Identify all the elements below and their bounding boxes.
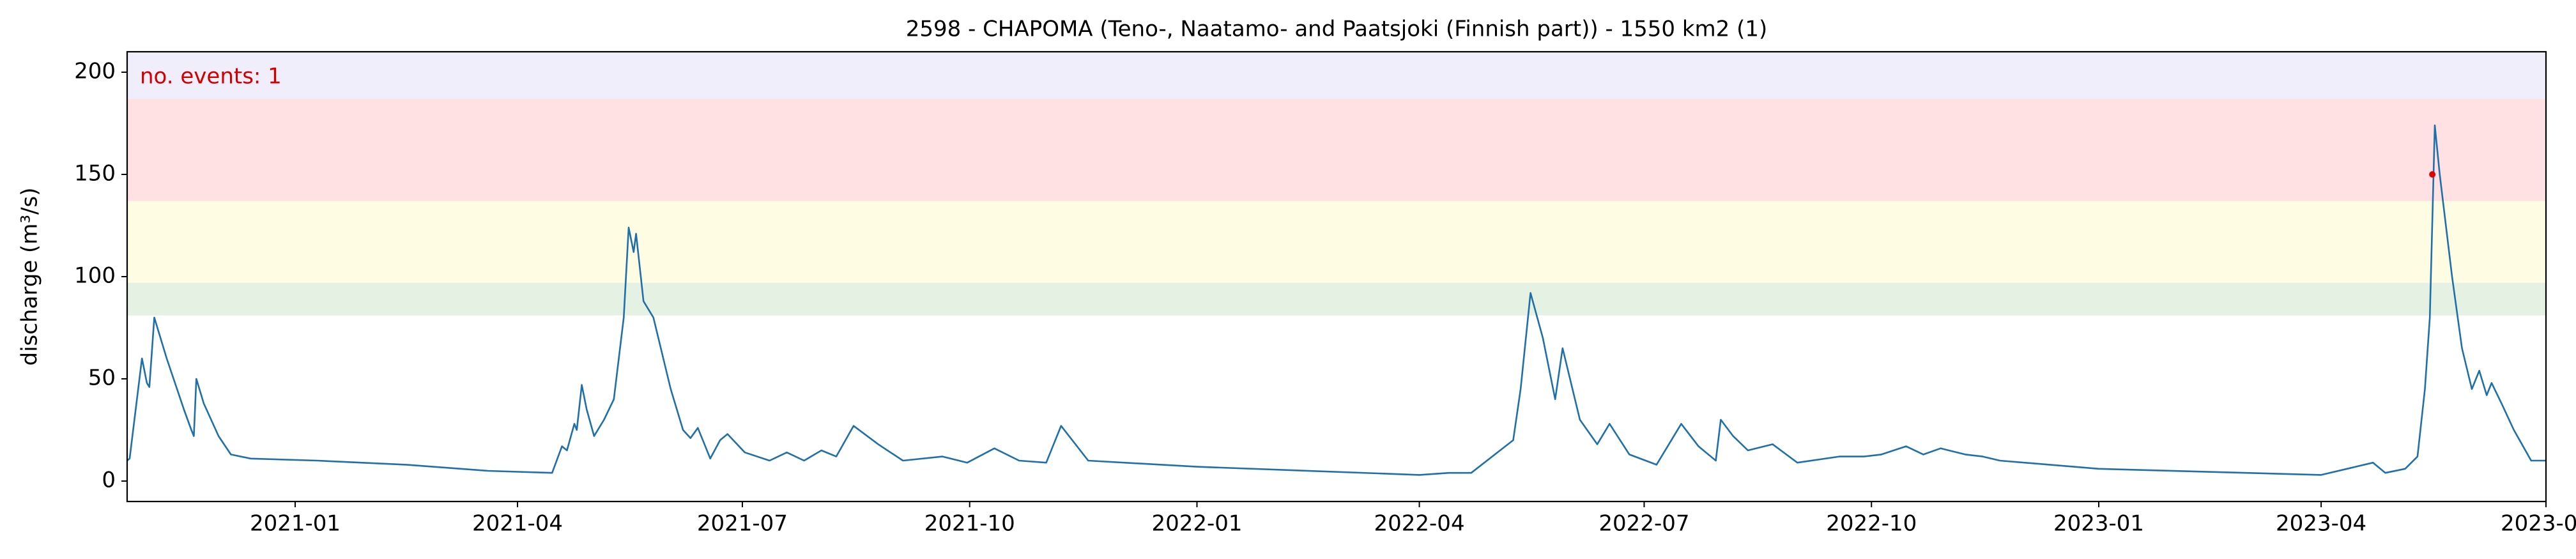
x-tick-label: 2021-04	[472, 511, 563, 537]
y-tick-label: 200	[74, 59, 116, 84]
x-tick-label: 2023-04	[2276, 511, 2366, 537]
threshold-band	[127, 282, 2546, 316]
x-tick-label: 2023-07	[2501, 511, 2576, 537]
x-tick-label: 2022-07	[1598, 511, 1689, 537]
threshold-band	[127, 201, 2546, 283]
x-tick-label: 2021-10	[924, 511, 1015, 537]
threshold-band	[127, 98, 2546, 201]
threshold-band	[127, 52, 2546, 99]
y-tick-label: 150	[74, 161, 116, 187]
y-tick-label: 100	[74, 263, 116, 289]
event-marker	[2429, 171, 2436, 178]
x-tick-label: 2023-01	[2053, 511, 2144, 537]
x-tick-label: 2022-04	[1374, 511, 1465, 537]
series-line	[127, 124, 2546, 476]
x-tick-label: 2021-01	[250, 511, 341, 537]
x-tick-label: 2022-10	[1826, 511, 1917, 537]
x-tick-label: 2021-07	[697, 511, 788, 537]
annotation: no. events: 1	[140, 64, 282, 89]
y-axis-label: discharge (m³/s)	[17, 188, 43, 366]
plot-content	[127, 52, 2546, 476]
chart-title: 2598 - CHAPOMA (Teno-, Naatamo- and Paat…	[906, 17, 1768, 42]
y-tick-label: 0	[102, 468, 116, 493]
x-tick-label: 2022-01	[1151, 511, 1242, 537]
y-tick-label: 50	[88, 365, 116, 391]
